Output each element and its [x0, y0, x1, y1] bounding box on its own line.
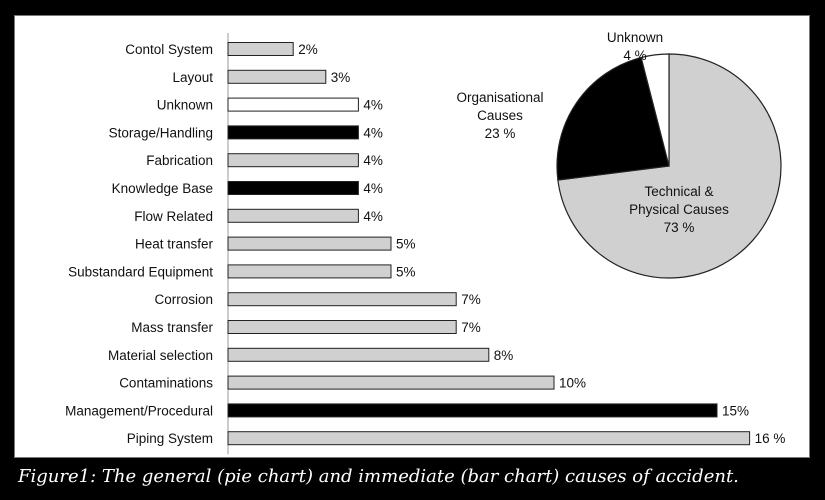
bar [227, 97, 359, 112]
data-label: 3% [331, 70, 351, 85]
chart-canvas: Contol System 2% Layout 3% Unknown 4% Storage/… [65, 30, 786, 455]
bar [227, 320, 457, 334]
pie-chart: Technical & Physical Causes 73 % Organisati… [456, 30, 782, 279]
pie-slice-label: Organisational [456, 90, 543, 105]
pie-slice-label: 4 % [623, 48, 646, 63]
data-label: 4% [363, 98, 383, 113]
data-label: 4% [363, 209, 383, 224]
bar [227, 403, 718, 418]
data-label: 7% [461, 320, 481, 335]
category-label: Mass transfer [131, 320, 213, 335]
category-label: Heat transfer [135, 237, 214, 252]
data-label: 10% [559, 376, 586, 391]
pie-slice-label: 23 % [485, 126, 516, 141]
category-label: Flow Related [134, 209, 213, 224]
bar [227, 69, 327, 84]
category-label: Corrosion [154, 292, 213, 307]
bar [227, 375, 555, 390]
pie-slice-label: Causes [477, 108, 523, 123]
pie-slice-label: Unknown [607, 30, 663, 45]
pie-slice [640, 53, 670, 167]
category-label: Fabrication [146, 153, 213, 168]
data-label: 16 % [755, 431, 786, 446]
category-label: Material selection [108, 348, 213, 363]
category-label: Contaminations [119, 376, 213, 391]
pie-slice-label: 73 % [664, 220, 695, 235]
category-label: Layout [172, 70, 213, 85]
bar [227, 236, 392, 251]
data-label: 4% [363, 153, 383, 168]
data-label: 7% [461, 292, 481, 307]
data-label: 2% [298, 42, 318, 57]
pie-slice-label: Technical & [644, 184, 713, 199]
category-label: Knowledge Base [112, 181, 213, 196]
bar [227, 125, 359, 140]
bar [227, 347, 490, 362]
category-label: Unknown [157, 98, 213, 113]
category-label: Storage/Handling [109, 125, 213, 140]
bar [227, 153, 359, 168]
bar [227, 264, 392, 279]
data-label: 8% [494, 348, 514, 363]
data-label: 15% [722, 403, 749, 418]
pie-slice-label: Physical Causes [629, 202, 729, 217]
category-label: Substandard Equipment [68, 264, 213, 279]
category-label: Management/Procedural [65, 403, 213, 418]
bar [227, 181, 359, 195]
category-label: Piping System [127, 431, 213, 446]
bar-chart: Contol System 2% Layout 3% Unknown 4% Storage/… [65, 33, 786, 455]
figure-caption: Figure1: The general (pie chart) and imm… [18, 466, 739, 487]
bar [227, 431, 751, 446]
chart-panel: Contol System 2% Layout 3% Unknown 4% Storage/… [14, 15, 810, 458]
data-label: 5% [396, 237, 416, 252]
pie-slice [556, 56, 670, 181]
data-label: 4% [363, 125, 383, 140]
bar [227, 42, 294, 56]
data-label: 4% [363, 181, 383, 196]
bar [227, 292, 457, 307]
data-label: 5% [396, 264, 416, 279]
category-label: Contol System [125, 42, 213, 57]
bar [227, 208, 359, 223]
